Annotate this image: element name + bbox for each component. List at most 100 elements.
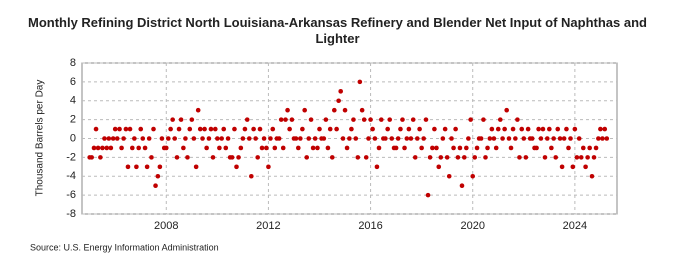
point <box>596 136 601 141</box>
point <box>519 126 525 132</box>
point <box>232 126 237 132</box>
point <box>525 126 531 132</box>
point <box>557 136 563 141</box>
point <box>144 164 150 170</box>
point <box>329 155 335 160</box>
point <box>363 155 369 160</box>
point <box>593 145 599 151</box>
point <box>315 145 320 151</box>
point <box>453 126 458 132</box>
point <box>438 155 444 160</box>
point <box>100 145 105 151</box>
point <box>306 136 312 141</box>
point <box>417 126 422 132</box>
point <box>470 173 476 179</box>
point <box>536 126 541 132</box>
point <box>591 155 597 160</box>
point <box>195 107 201 113</box>
point <box>464 145 469 151</box>
point <box>387 117 393 122</box>
point <box>408 136 414 141</box>
point <box>547 126 552 132</box>
point <box>402 145 407 151</box>
point <box>425 192 431 198</box>
point <box>466 136 471 141</box>
point <box>368 117 373 122</box>
point <box>108 145 114 151</box>
point <box>495 126 501 132</box>
point <box>504 107 509 113</box>
point <box>383 136 388 141</box>
point <box>412 155 418 160</box>
point <box>238 145 244 151</box>
point <box>355 155 361 160</box>
point <box>117 126 122 132</box>
point <box>585 155 590 160</box>
point <box>104 145 110 151</box>
point <box>446 173 452 179</box>
point <box>372 136 378 141</box>
point <box>521 136 527 141</box>
point <box>327 126 333 132</box>
point <box>423 117 429 122</box>
point <box>193 164 199 170</box>
point <box>98 155 103 160</box>
point <box>483 155 488 160</box>
point <box>270 126 276 132</box>
point <box>385 126 390 132</box>
point <box>472 155 478 160</box>
point <box>566 145 571 151</box>
point <box>172 136 177 141</box>
point <box>302 107 307 113</box>
point <box>153 183 158 188</box>
point <box>419 145 424 151</box>
chart-title: Monthly Refining District North Louisian… <box>27 15 647 46</box>
point <box>308 117 314 122</box>
point <box>398 126 403 132</box>
point <box>155 173 161 179</box>
point <box>178 117 184 122</box>
point <box>93 126 99 132</box>
point <box>95 145 101 151</box>
point <box>289 117 295 122</box>
point <box>208 126 214 132</box>
point <box>436 164 442 170</box>
point <box>468 117 473 122</box>
point <box>430 145 435 151</box>
point <box>572 126 578 132</box>
point <box>500 136 505 141</box>
point <box>321 136 327 141</box>
point <box>410 117 416 122</box>
point <box>359 107 365 113</box>
y-tick-label: -8 <box>66 208 76 220</box>
point <box>485 145 490 151</box>
point <box>134 164 139 170</box>
point <box>266 164 271 170</box>
point <box>604 136 610 141</box>
point <box>261 136 267 141</box>
point <box>549 145 554 151</box>
point <box>204 145 209 151</box>
point <box>280 145 286 151</box>
point <box>478 136 484 141</box>
point <box>497 117 503 122</box>
point <box>523 155 529 160</box>
point <box>389 136 395 141</box>
point <box>602 126 608 132</box>
source: Source: U.S. Energy Information Administ… <box>30 242 219 252</box>
point <box>600 136 605 141</box>
point <box>176 126 182 132</box>
point <box>376 145 382 151</box>
point <box>510 126 516 132</box>
point <box>576 136 582 141</box>
point <box>257 126 263 132</box>
point <box>259 145 265 151</box>
point <box>219 136 224 141</box>
point <box>457 145 463 151</box>
point <box>487 136 493 141</box>
point <box>293 136 299 141</box>
point <box>246 136 252 141</box>
x-tick-label: 2008 <box>154 220 178 232</box>
point <box>561 136 567 141</box>
